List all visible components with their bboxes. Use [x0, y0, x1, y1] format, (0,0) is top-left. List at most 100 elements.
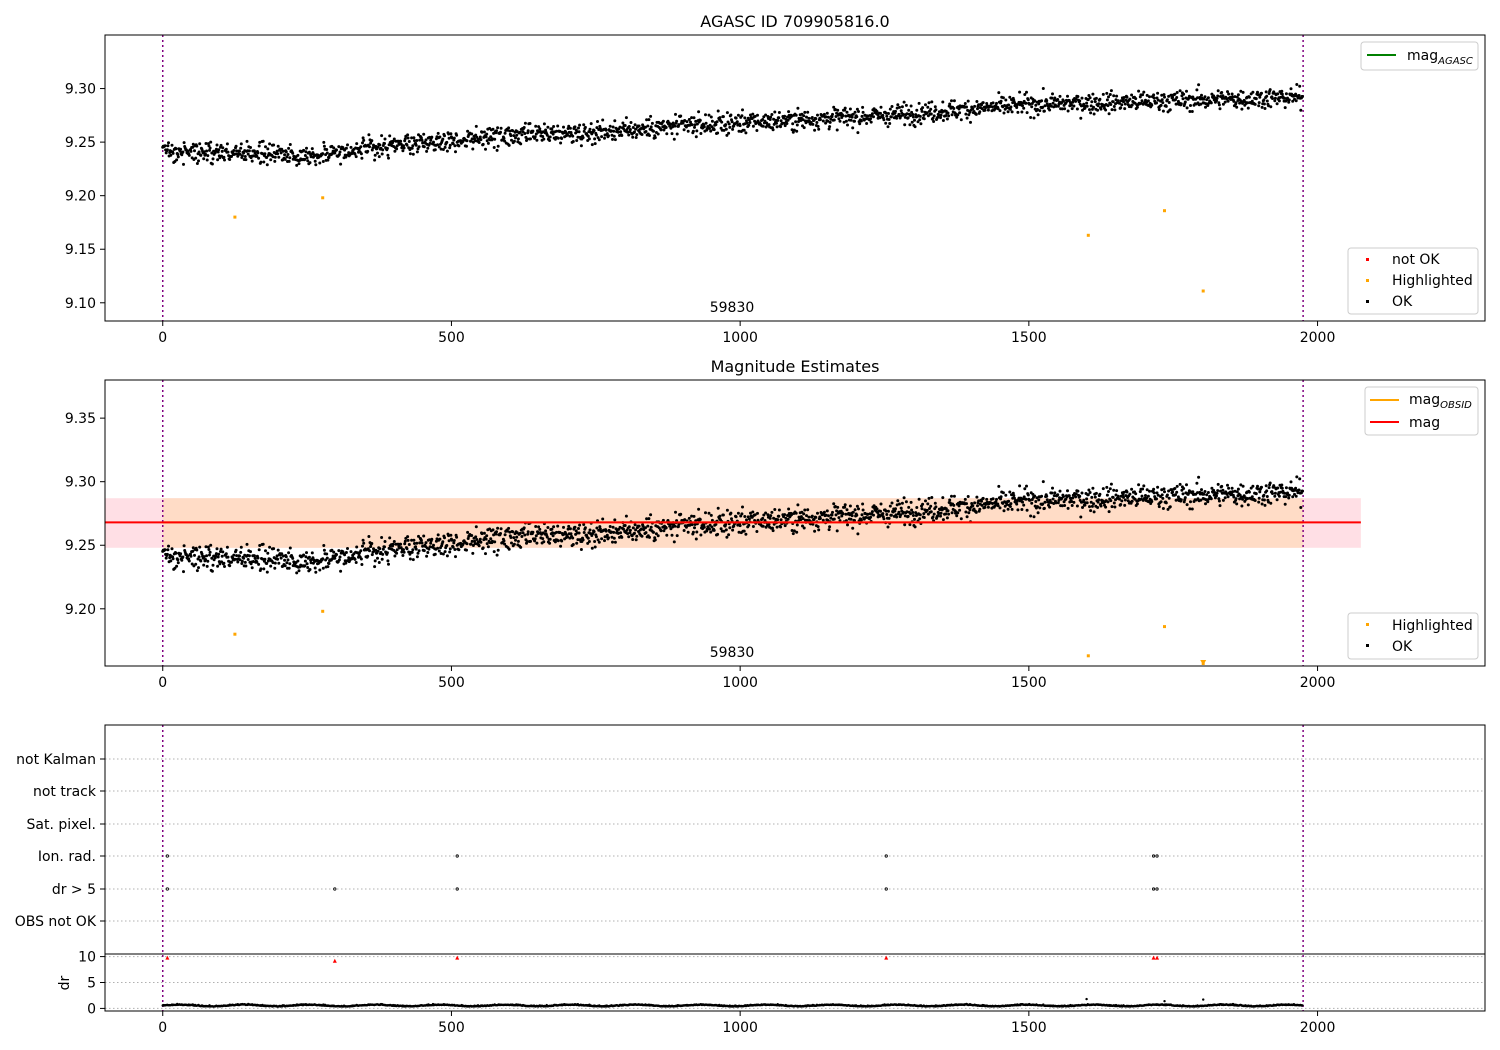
p1-ok-point — [1140, 99, 1144, 103]
p1-ok-point — [1263, 107, 1267, 110]
p1-ok-point — [385, 146, 389, 150]
p1-ok-point — [761, 124, 765, 128]
p1-ok-point — [279, 151, 283, 155]
p2-ok-point — [771, 529, 775, 533]
p2-ok-point — [234, 548, 238, 552]
p1-ok-point — [587, 137, 591, 141]
p1-ok-point — [269, 158, 273, 162]
p2-ok-point — [503, 542, 507, 546]
p2-ok-point — [1109, 499, 1113, 503]
p2-ok-point — [386, 559, 390, 563]
p2-ok-point — [860, 513, 864, 517]
p2-ok-point — [1227, 486, 1231, 490]
p2-ok-point — [665, 533, 669, 537]
p1-ok-point — [217, 148, 221, 152]
p1-ok-point — [402, 146, 406, 150]
p2-ok-point — [1284, 486, 1288, 490]
p2-ok-point — [1264, 484, 1268, 488]
p1-ok-point — [790, 114, 793, 118]
p2-ok-point — [763, 519, 767, 522]
p1-ok-point — [193, 149, 196, 153]
p2-ok-point — [1167, 496, 1171, 500]
p1-ok-point — [751, 124, 755, 128]
p1-ok-point — [219, 143, 223, 147]
p1-ok-point — [983, 108, 987, 112]
flag-point — [455, 887, 459, 891]
p1-ok-point — [176, 155, 180, 159]
p1-ok-point — [208, 146, 212, 150]
p1-ok-point — [551, 130, 554, 134]
p1-ok-point — [944, 114, 948, 118]
p1-ok-point — [1110, 108, 1114, 112]
p1-ok-point — [1273, 99, 1277, 103]
p2-ok-point — [273, 561, 277, 565]
p2-ok-point — [903, 514, 907, 518]
p1-ok-point — [403, 137, 407, 141]
p1-ok-point — [913, 125, 917, 129]
legend2-highlighted-marker — [1366, 623, 1369, 626]
p1-ok-point — [310, 147, 314, 151]
p2-ok-point — [649, 525, 653, 529]
p2-ok-point — [209, 543, 213, 547]
p2-ok-point — [777, 508, 781, 512]
p1-ok-point — [1033, 99, 1037, 103]
p2-ok-point — [436, 533, 440, 537]
p2-ok-point — [465, 542, 469, 546]
p1-ok-point — [205, 149, 209, 153]
p1-ok-point — [306, 159, 310, 163]
p1-ok-point — [860, 114, 864, 118]
p2-ok-point — [1223, 496, 1227, 500]
p1-ok-point — [888, 122, 892, 125]
p2-ok-point — [924, 499, 927, 503]
p1-ok-point — [163, 144, 167, 148]
p2-ok-point — [493, 540, 497, 544]
p2-ok-point — [491, 528, 495, 532]
p2-ok-point — [461, 542, 465, 546]
p1-ok-point — [828, 120, 832, 124]
p2-ok-point — [853, 508, 857, 512]
p2-ok-point — [326, 565, 330, 569]
p1-ok-point — [432, 140, 435, 144]
p2-ok-point — [187, 559, 191, 563]
p1-ok-point — [245, 139, 249, 143]
p2-ok-point — [445, 554, 449, 558]
p2-ok-point — [1090, 495, 1094, 499]
p1-ok-point — [1097, 102, 1101, 106]
p1-ok-point — [236, 154, 240, 158]
p2-ok-point — [310, 551, 314, 555]
p2-ok-point — [1173, 487, 1177, 490]
p2-ok-point — [441, 540, 445, 544]
p1-ok-point — [1038, 109, 1042, 113]
p2-ok-point — [631, 526, 635, 530]
p2-ok-point — [928, 507, 931, 510]
p2-ok-point — [411, 558, 415, 562]
p1-ok-point — [998, 109, 1002, 113]
p1-ok-point — [771, 128, 775, 132]
p1-ok-point — [997, 91, 1001, 95]
p1-ok-point — [339, 162, 343, 166]
p1-ok-point — [920, 109, 924, 113]
p2-ok-point — [448, 550, 452, 554]
p2-ok-point — [832, 502, 836, 506]
p1-ok-point — [447, 136, 451, 140]
p2-ok-point — [704, 511, 707, 515]
p1-ok-point — [952, 107, 956, 110]
p1-ok-point — [515, 133, 519, 137]
p2-ok-point — [744, 532, 748, 536]
p1-ok-point — [281, 149, 285, 153]
p2-ok-point — [508, 530, 512, 534]
p2-ok-point — [909, 500, 913, 504]
p2-highlighted-offscale-marker — [1200, 660, 1207, 665]
p1-ok-point — [399, 139, 403, 143]
p2-ok-point — [245, 542, 249, 546]
p1-ok-point — [568, 126, 572, 130]
p2-ok-point — [887, 516, 891, 520]
p1-ok-point — [887, 118, 891, 121]
p2-ok-point — [526, 530, 530, 534]
p2-ok-point — [1068, 496, 1072, 500]
p1-ok-point — [499, 126, 503, 130]
p1-ok-point — [869, 120, 873, 124]
p1-ok-point — [1105, 91, 1109, 95]
p2-ok-point — [991, 497, 995, 501]
